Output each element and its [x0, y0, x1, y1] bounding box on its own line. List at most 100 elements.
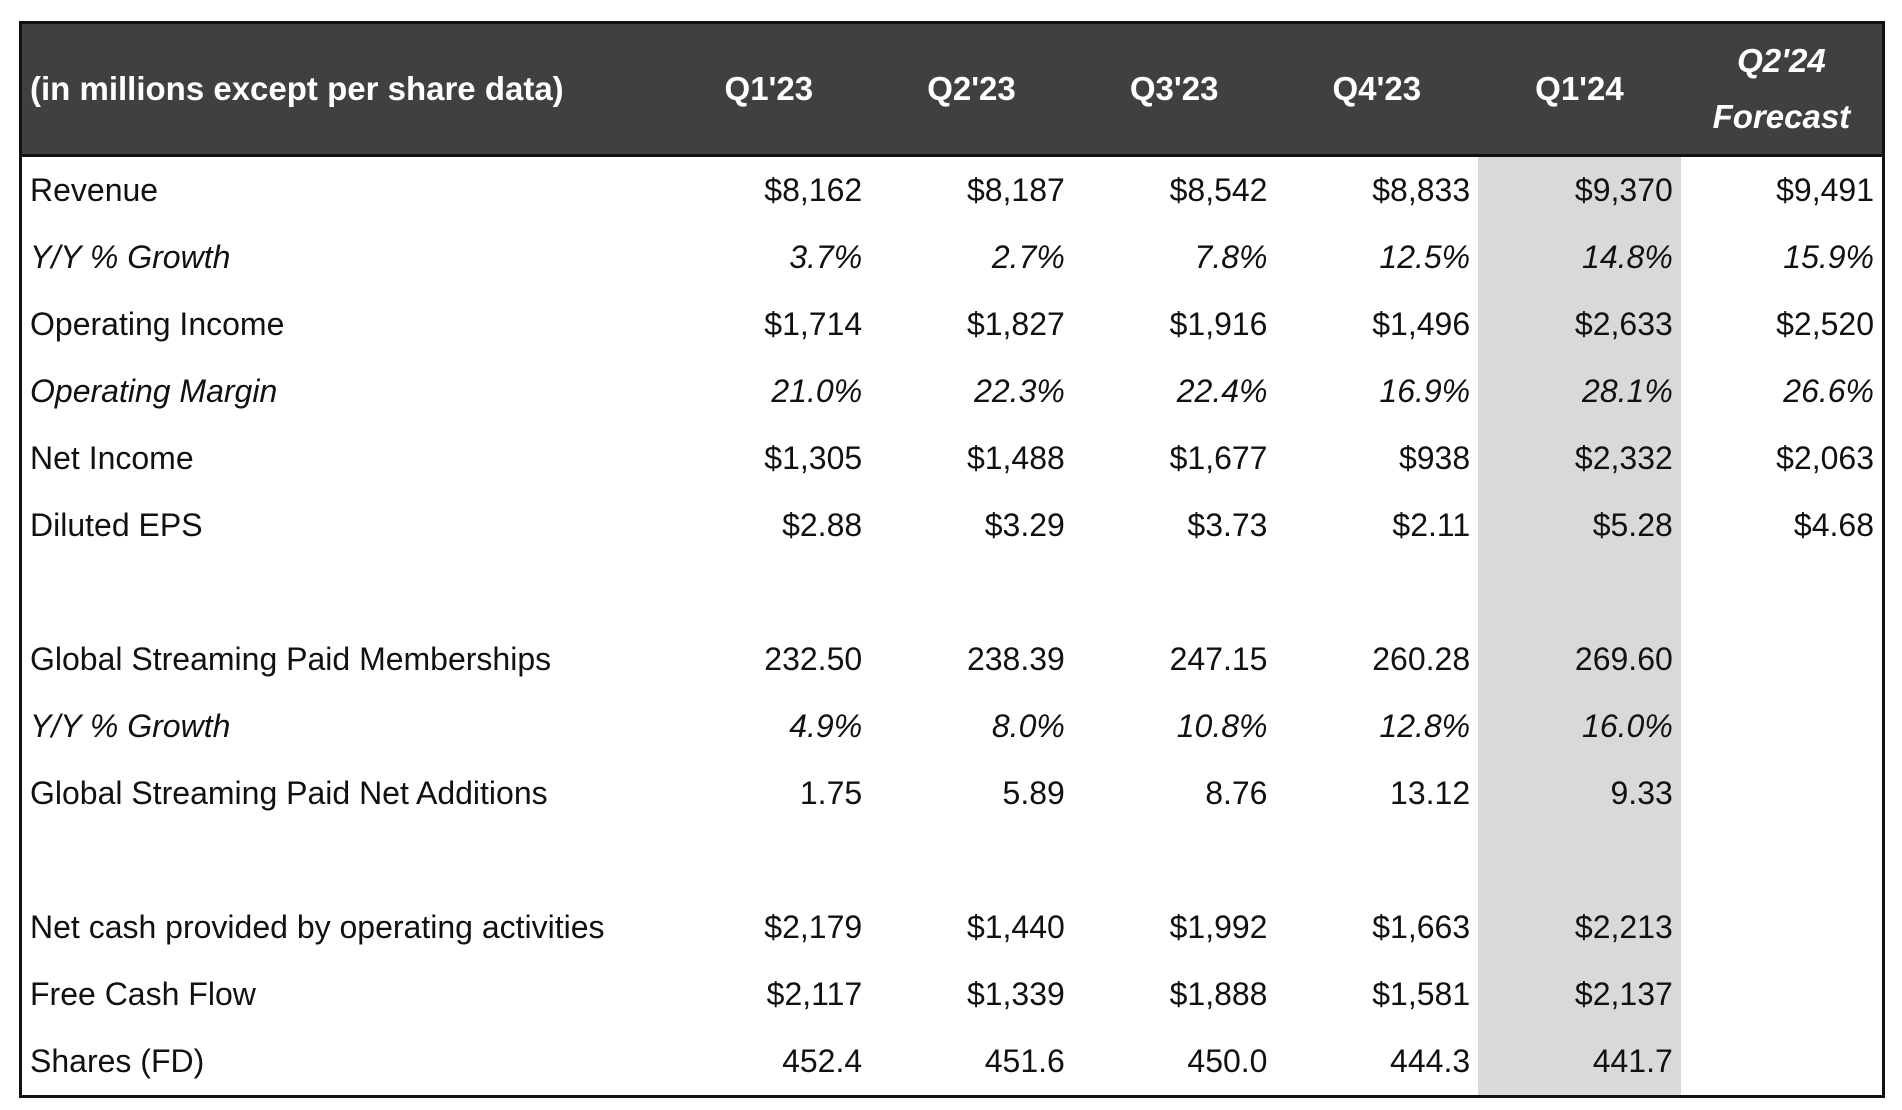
value-cell: 450.0: [1187, 1043, 1268, 1079]
empty-cell: [1681, 626, 1884, 693]
value-cell: $1,305: [764, 440, 863, 476]
value-cell: $1,916: [1169, 306, 1268, 342]
value-cell: 232.50: [764, 641, 863, 677]
value-cell: $1,992: [1169, 909, 1268, 945]
data-row: Operating Margin 21.0% 22.3% 22.4% 16.9% 28.1…: [21, 358, 1884, 425]
value-cell: $2,137: [1478, 961, 1681, 1028]
value-cell: $8,162: [764, 172, 863, 208]
value-cell: $2,179: [764, 909, 863, 945]
row-label: Free Cash Flow: [30, 976, 256, 1012]
value-cell: 238.39: [966, 641, 1065, 677]
row-label: Shares (FD): [30, 1043, 205, 1079]
value-cell: 247.15: [1169, 641, 1268, 677]
empty-cell: [1681, 760, 1884, 827]
data-row: Y/Y % Growth 4.9% 8.0% 10.8% 12.8% 16.0%: [21, 693, 1884, 760]
data-row: Operating Income $1,714 $1,827 $1,916 $1,496…: [21, 291, 1884, 358]
empty-cell: [1681, 961, 1884, 1028]
empty-cell: [1478, 827, 1681, 894]
row-label: Global Streaming Paid Memberships: [30, 641, 552, 677]
value-cell: 21.0%: [771, 373, 863, 409]
value-cell: 22.3%: [974, 373, 1065, 409]
value-cell: 28.1%: [1478, 358, 1681, 425]
column-header: Q4'23: [1275, 22, 1479, 157]
value-cell: 452.4: [782, 1043, 863, 1079]
value-cell: 8.76: [1205, 775, 1268, 811]
value-cell: 444.3: [1390, 1043, 1471, 1079]
empty-cell: [870, 827, 1073, 894]
value-cell: $938: [1398, 440, 1471, 476]
empty-cell: [1681, 1028, 1884, 1097]
value-cell: 3.7%: [789, 239, 863, 275]
value-cell: $1,888: [1169, 976, 1268, 1012]
value-cell: $2,633: [1478, 291, 1681, 358]
data-row: Diluted EPS $2.88 $3.29 $3.73 $2.11 $5.28 $4.6…: [21, 492, 1884, 559]
empty-cell: [1681, 693, 1884, 760]
value-cell: 10.8%: [1176, 708, 1268, 744]
column-header: Q2'24 Forecast: [1680, 22, 1884, 157]
data-row: Global Streaming Paid Net Additions 1.75 5…: [21, 760, 1884, 827]
value-cell: $8,833: [1372, 172, 1471, 208]
data-row: Free Cash Flow $2,117 $1,339 $1,888 $1,581 $2…: [21, 961, 1884, 1028]
data-row: Net cash provided by operating activitie…: [21, 894, 1884, 961]
data-row: Y/Y % Growth 3.7% 2.7% 7.8% 12.5% 14.8% 15.9%: [21, 224, 1884, 291]
row-label: Net Income: [30, 440, 194, 476]
column-header-text: Q3'23: [1129, 70, 1219, 107]
empty-cell: [21, 559, 668, 626]
empty-cell: [1681, 894, 1884, 961]
value-cell: 269.60: [1478, 626, 1681, 693]
row-label: Operating Income: [30, 306, 285, 342]
value-cell: $5.28: [1478, 492, 1681, 559]
value-cell: $1,496: [1372, 306, 1471, 342]
value-cell: $1,440: [966, 909, 1065, 945]
value-cell: 13.12: [1390, 775, 1471, 811]
row-label: Y/Y % Growth: [30, 708, 231, 744]
column-header: Q1'23: [667, 22, 871, 157]
empty-cell: [1073, 827, 1276, 894]
column-header-text: Q1'24: [1535, 70, 1624, 107]
value-cell: 441.7: [1478, 1028, 1681, 1097]
value-cell: 2.7%: [991, 239, 1065, 275]
value-cell: 16.0%: [1478, 693, 1681, 760]
row-label: Diluted EPS: [30, 507, 203, 543]
column-header: (in millions except per share data): [20, 22, 668, 157]
column-header-text: Q1'23: [724, 70, 814, 107]
column-header-text: (in millions except per share data): [30, 70, 564, 107]
data-row: Net Income $1,305 $1,488 $1,677 $938 $2,332 $2…: [21, 425, 1884, 492]
value-cell: $3.73: [1187, 507, 1268, 543]
value-cell: $8,542: [1169, 172, 1268, 208]
empty-cell: [21, 827, 668, 894]
value-cell: $2,332: [1478, 425, 1681, 492]
value-cell: $9,491: [1776, 172, 1874, 208]
value-cell: 8.0%: [991, 708, 1065, 744]
value-cell: $1,714: [764, 306, 863, 342]
value-cell: 4.9%: [789, 708, 863, 744]
value-cell: 1.75: [799, 775, 863, 811]
row-label: Y/Y % Growth: [30, 239, 231, 275]
value-cell: 26.6%: [1783, 373, 1874, 409]
empty-cell: [668, 559, 871, 626]
empty-cell: [870, 559, 1073, 626]
value-cell: 260.28: [1372, 641, 1471, 677]
row-label: Net cash provided by operating activitie…: [30, 909, 605, 945]
value-cell: $1,339: [966, 976, 1065, 1012]
data-row: Revenue $8,162 $8,187 $8,542 $8,833 $9,370 $9,…: [21, 155, 1884, 224]
value-cell: $3.29: [984, 507, 1065, 543]
empty-cell: [1478, 559, 1681, 626]
table-body: Revenue $8,162 $8,187 $8,542 $8,833 $9,370 $9,…: [21, 155, 1884, 1097]
value-cell: 12.8%: [1379, 708, 1471, 744]
value-cell: 14.8%: [1478, 224, 1681, 291]
column-header-text: Q2'23: [927, 70, 1016, 107]
data-row: Shares (FD) 452.4 451.6 450.0 444.3 441.7: [21, 1028, 1884, 1097]
value-cell: 451.6: [984, 1043, 1065, 1079]
value-cell: 7.8%: [1194, 239, 1268, 275]
value-cell: $2,117: [766, 976, 863, 1012]
value-cell: $1,663: [1372, 909, 1471, 945]
column-header: Q1'24: [1478, 22, 1681, 157]
row-label: Revenue: [30, 172, 159, 208]
value-cell: $1,827: [966, 306, 1065, 342]
value-cell: $2.88: [782, 507, 863, 543]
empty-cell: [1681, 827, 1884, 894]
spacer-row: [21, 559, 1884, 626]
column-header-text: Q2'24 Forecast: [1712, 42, 1851, 135]
